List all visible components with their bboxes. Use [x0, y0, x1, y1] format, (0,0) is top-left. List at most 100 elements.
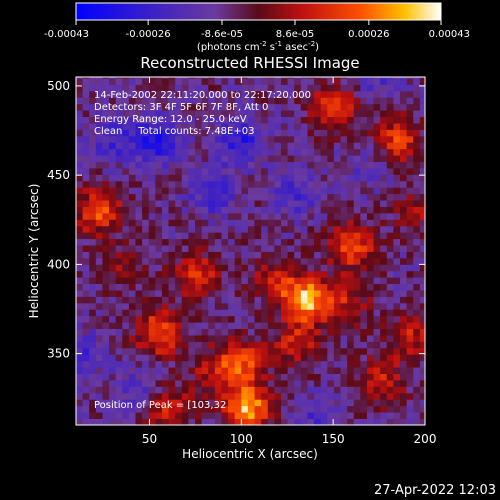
heatmap-cell — [373, 277, 381, 285]
heatmap-cell — [115, 168, 123, 175]
heatmap-cell — [413, 219, 421, 227]
heatmap-cell — [109, 225, 117, 233]
heatmap-cell — [168, 399, 176, 407]
heatmap-cell — [109, 302, 117, 310]
heatmap-cell — [102, 283, 110, 291]
heatmap-cell — [82, 225, 90, 233]
heatmap-cell — [347, 200, 355, 207]
heatmap-cell — [214, 322, 222, 330]
heatmap-cell — [413, 180, 421, 188]
heatmap-cell — [135, 142, 143, 150]
heatmap-cell — [109, 360, 117, 368]
heatmap-cell — [135, 168, 143, 175]
heatmap-cell — [360, 418, 368, 425]
heatmap-cell — [155, 347, 163, 355]
heatmap-cell — [155, 84, 163, 92]
heatmap-cell — [161, 206, 169, 214]
heatmap-cell — [314, 296, 322, 304]
heatmap-cell — [188, 360, 196, 368]
heatmap-cell — [380, 328, 388, 336]
heatmap-cell — [360, 84, 368, 92]
heatmap-cell — [181, 232, 189, 240]
heatmap-cell — [327, 302, 335, 310]
heatmap-cell — [360, 142, 368, 150]
heatmap-cell — [142, 161, 150, 169]
heatmap-cell — [76, 168, 84, 175]
heatmap-cell — [142, 206, 150, 214]
heatmap-cell — [280, 77, 288, 79]
heatmap-cell — [400, 405, 408, 413]
heatmap-cell — [148, 232, 156, 240]
heatmap-cell — [360, 78, 368, 85]
heatmap-cell — [280, 270, 288, 278]
heatmap-cell — [373, 78, 381, 85]
heatmap-cell — [115, 90, 123, 98]
heatmap-cell — [274, 315, 282, 323]
heatmap-cell — [287, 142, 295, 150]
heatmap-cell — [181, 180, 189, 188]
heatmap-cell — [89, 290, 97, 297]
heatmap-cell — [340, 200, 348, 207]
heatmap-cell — [307, 283, 315, 291]
heatmap-cell — [82, 328, 90, 336]
heatmap-cell — [386, 341, 394, 349]
heatmap-cell — [380, 367, 388, 374]
heatmap-cell — [307, 135, 315, 143]
heatmap-cell — [128, 354, 136, 362]
heatmap-cell — [234, 161, 242, 169]
heatmap-cell — [393, 155, 401, 162]
heatmap-cell — [327, 257, 335, 265]
heatmap-cell — [406, 129, 414, 137]
heatmap-cell — [221, 123, 229, 130]
heatmap-cell — [353, 168, 361, 175]
heatmap-cell — [314, 283, 322, 291]
heatmap-cell — [327, 200, 335, 207]
heatmap-cell — [287, 277, 295, 285]
heatmap-cell — [148, 103, 156, 111]
heatmap-cell — [254, 123, 262, 130]
heatmap-cell — [333, 103, 341, 111]
heatmap-cell — [115, 135, 123, 143]
heatmap-cell — [333, 219, 341, 227]
heatmap-cell — [261, 168, 269, 175]
heatmap-cell — [128, 219, 136, 227]
heatmap-cell — [320, 360, 328, 368]
heatmap-cell — [380, 322, 388, 330]
heatmap-cell — [406, 270, 414, 278]
heatmap-cell — [261, 219, 269, 227]
heatmap-cell — [307, 161, 315, 169]
heatmap-cell — [168, 283, 176, 291]
heatmap-cell — [168, 180, 176, 188]
heatmap-cell — [201, 212, 209, 220]
heatmap-cell — [228, 405, 236, 413]
heatmap-cell — [366, 90, 374, 98]
footer-timestamp: 27-Apr-2022 12:03 — [374, 483, 496, 498]
heatmap-cell — [380, 392, 388, 400]
heatmap-cell — [102, 90, 110, 98]
heatmap-cell — [400, 135, 408, 143]
heatmap-cell — [82, 77, 90, 79]
heatmap-cell — [221, 328, 229, 336]
heatmap-cell — [234, 187, 242, 195]
heatmap-cell — [168, 328, 176, 336]
heatmap-cell — [195, 354, 203, 362]
heatmap-cell — [175, 328, 183, 336]
heatmap-cell — [406, 418, 414, 425]
heatmap-cell — [122, 245, 130, 252]
heatmap-cell — [413, 245, 421, 252]
heatmap-cell — [82, 103, 90, 111]
heatmap-cell — [280, 315, 288, 323]
heatmap-cell — [208, 103, 216, 111]
heatmap-cell — [400, 129, 408, 137]
heatmap-cell — [221, 367, 229, 374]
heatmap-cell — [400, 290, 408, 297]
heatmap-cell — [320, 335, 328, 342]
heatmap-cell — [400, 103, 408, 111]
heatmap-cell — [175, 103, 183, 111]
heatmap-cell — [155, 296, 163, 304]
heatmap-cell — [148, 97, 156, 105]
heatmap-cell — [175, 360, 183, 368]
heatmap-cell — [214, 264, 222, 272]
heatmap-cell — [102, 129, 110, 137]
heatmap-cell — [109, 270, 117, 278]
